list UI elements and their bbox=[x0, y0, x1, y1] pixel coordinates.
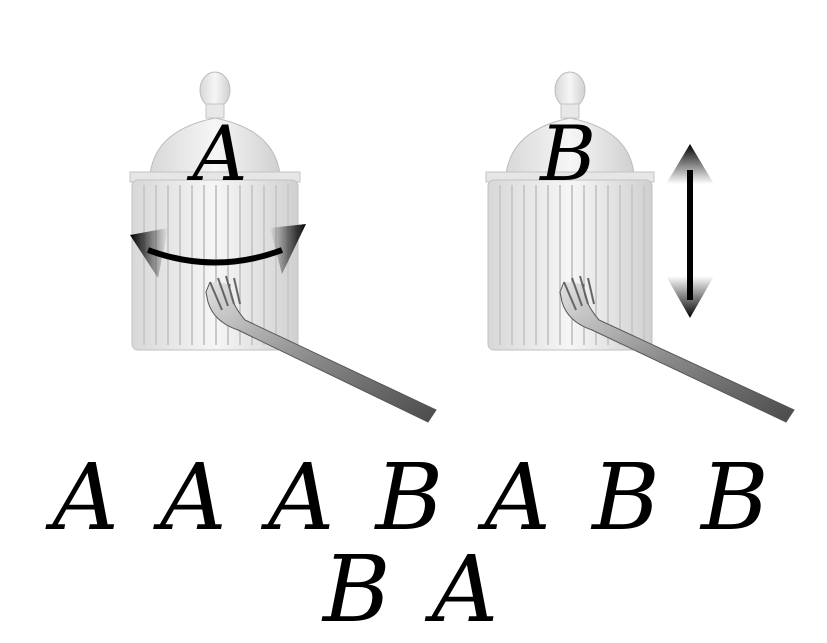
fork-icon bbox=[559, 275, 795, 423]
sequence-item: B bbox=[375, 444, 450, 551]
sequence-item: A bbox=[52, 444, 125, 551]
sequence-item: B bbox=[322, 536, 397, 643]
curved-double-arrow-icon bbox=[130, 224, 306, 278]
jar-label-b: B bbox=[540, 109, 596, 198]
sequence-item: A bbox=[484, 444, 557, 551]
sequence-item: A bbox=[431, 536, 505, 643]
jar-panel-a: A bbox=[110, 60, 440, 440]
fork-icon bbox=[205, 275, 437, 423]
sequence-item: A bbox=[267, 444, 341, 551]
glass-jar-icon bbox=[485, 71, 795, 423]
vertical-double-arrow-icon bbox=[666, 144, 714, 318]
sequence-item: A bbox=[160, 444, 233, 551]
jar-label-a: A bbox=[192, 109, 248, 198]
sequence-item: B bbox=[700, 444, 775, 551]
glass-jar-icon bbox=[129, 71, 437, 423]
trial-sequence: A A A B A B B B A bbox=[0, 452, 827, 636]
jar-panel-b: B bbox=[468, 60, 798, 440]
sequence-item: B bbox=[592, 444, 666, 551]
